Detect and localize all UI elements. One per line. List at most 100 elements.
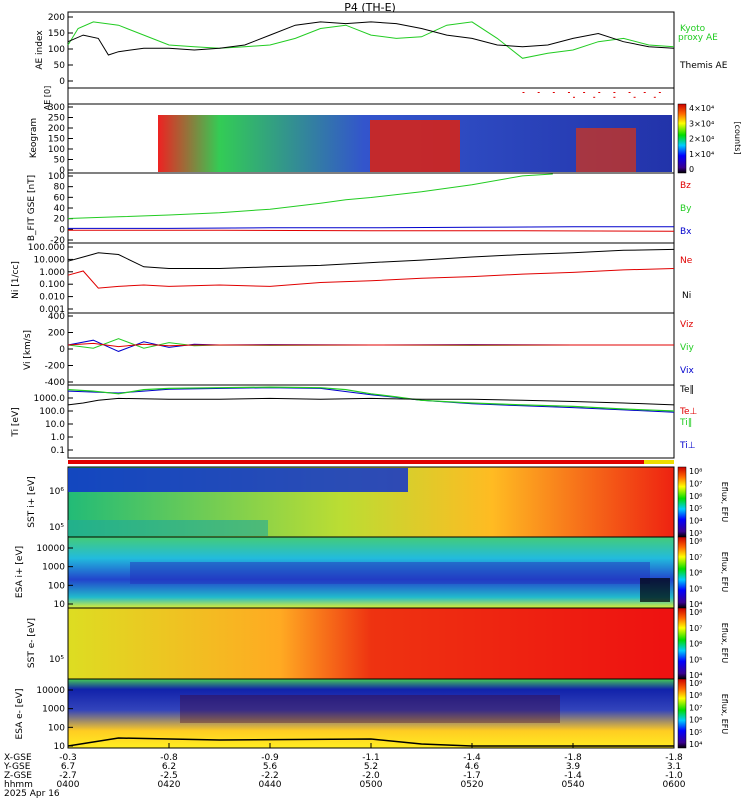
sst-ion-cbar-tick: 10⁷ — [689, 479, 702, 488]
keo-ytick-label: 250 — [48, 114, 65, 124]
n-ytick-label: 100.000 — [28, 243, 65, 253]
esa-ion-dark-band — [130, 562, 650, 584]
esa-elec-cbar-tick: 10⁴ — [689, 740, 702, 749]
esa-ion-panel: 10000 1000 100 10 ESA i+ [eV] 10⁸ 10⁷ 10⁶ 10⁵ 1… — [15, 536, 729, 610]
flag-dot — [583, 92, 586, 93]
flag-dot — [613, 96, 616, 98]
flag-dot — [653, 96, 656, 98]
ae-ytick-label: 100 — [48, 45, 65, 55]
orbit-value: -0.9 — [261, 753, 279, 763]
sst-ion-ytick-0: 10⁶ — [49, 487, 64, 497]
n-ytick-label: 0.010 — [39, 293, 65, 303]
legend-bz: Bz — [680, 181, 691, 191]
t-ytick-label: 10.0 — [45, 420, 65, 430]
orbit-value: 6.2 — [162, 762, 176, 772]
sst-ion-cbar-tick: 10³ — [689, 529, 702, 538]
sst-ion-cbar-tick: 10⁸ — [689, 467, 702, 476]
sst-elec-colorbar — [677, 607, 687, 680]
flag-dot — [598, 92, 601, 93]
esa-ion-ytick-label: 10 — [54, 600, 66, 610]
sst-ion-low-band — [68, 468, 408, 492]
orbit-value: -2.7 — [59, 771, 77, 781]
t-ytick-label: 0.1 — [51, 446, 65, 456]
orbit-value: -1.8 — [564, 753, 582, 763]
legend-kyoto: Kyoto — [680, 24, 706, 34]
keo-ylabel: Keogram — [29, 118, 39, 158]
esa-elec-colorbar — [677, 678, 687, 749]
esa-ion-cbar-tick: 10⁴ — [689, 600, 702, 609]
orbit-value: -1.8 — [665, 753, 683, 763]
b-ytick-label: 0 — [59, 225, 65, 235]
bz-line — [68, 229, 675, 232]
esa-ion-dark-patch — [640, 578, 670, 602]
legend-ti-par: Ti‖ — [679, 418, 692, 428]
b-ytick-label: 60 — [54, 193, 66, 203]
v-ylabel: Vi [km/s] — [23, 330, 33, 370]
sst-ion-cbar-tick: 10⁴ — [689, 517, 702, 526]
ae-ytick-label: 150 — [48, 29, 65, 39]
sst-elec-panel: 10⁵ SST e- [eV] 10⁸ 10⁷ 10⁶ 10⁵ 10⁴ Eflux, E… — [27, 607, 729, 680]
ae-ytick-label: 50 — [54, 61, 66, 71]
legend-by: By — [680, 204, 692, 214]
orbit-value: -0.3 — [59, 753, 77, 763]
row-label-z-gse: Z-GSE — [4, 771, 32, 781]
ae-ytick-label: 200 — [48, 13, 65, 23]
time-tick-label: 0600 — [663, 780, 686, 790]
temperature-panel: 1000.0 100.0 10.0 1.0 0.1 Ti [eV] Te‖ Te⊥ Ti… — [11, 384, 698, 459]
b-ytick-label: 40 — [54, 204, 66, 214]
esa-elec-cbar-tick: 10⁹ — [689, 679, 702, 688]
row-label-x-gse: X-GSE — [4, 753, 32, 763]
esa-elec-spacecraft-potential — [67, 737, 674, 747]
n-ytick-label: 0.100 — [39, 280, 65, 290]
esa-elec-ytick-label: 100 — [48, 723, 65, 733]
keo-cbar-tick: 4×10⁴ — [689, 104, 714, 113]
esa-elec-ytick-label: 1000 — [42, 705, 65, 715]
esa-elec-cbar-tick: 10⁵ — [689, 728, 702, 737]
velocity-panel: 400 200 0 -200 -400 Vi [km/s] Viz Viy Vix — [23, 312, 694, 388]
v-ytick-label: -400 — [45, 378, 66, 388]
orbit-value: -1.4 — [564, 771, 582, 781]
sst-elec-cbar-tick: 10⁶ — [689, 640, 702, 649]
orbit-value: -0.8 — [160, 753, 178, 763]
esa-ion-cbar-tick: 10⁸ — [689, 537, 702, 546]
keo-ytick-label: 200 — [48, 124, 65, 134]
sst-elec-cbar-tick: 10⁵ — [689, 655, 702, 664]
n-ytick-label: 0.001 — [39, 305, 65, 315]
ae-kyoto-line — [67, 21, 675, 59]
legend-themis-ae: Themis AE — [679, 61, 728, 71]
esa-ion-ytick-label: 1000 — [42, 563, 65, 573]
keo-ytick-label: 300 — [48, 103, 65, 113]
ni-line — [67, 268, 675, 289]
vix-line — [67, 339, 674, 352]
keo-ytick-label: 0 — [59, 166, 65, 176]
time-tick-label: 0440 — [259, 780, 282, 790]
flag-dot — [593, 96, 596, 98]
legend-ni: Ni — [682, 291, 691, 301]
esa-ion-colorbar-label: Eflux, EFU — [720, 552, 729, 593]
bx-line — [68, 226, 674, 229]
sst-elec-ylabel: SST e- [eV] — [27, 618, 37, 668]
orbit-row-labels: X-GSE Y-GSE Z-GSE hhmm 2025 Apr 16 — [3, 753, 60, 799]
esa-ion-colorbar — [677, 536, 687, 609]
ti-par-line — [67, 386, 675, 412]
sst-ion-ylabel: SST i+ [eV] — [27, 476, 37, 527]
esa-ion-cbar-tick: 10⁵ — [689, 584, 702, 593]
legend-bx: Bx — [680, 227, 692, 237]
legend-ne: Ne — [680, 256, 693, 266]
te-par-line — [67, 397, 675, 406]
v-ytick-label: -200 — [45, 362, 66, 372]
plot-title: P4 (TH-E) — [344, 1, 396, 14]
by-line — [67, 173, 553, 219]
ae-panel: 200 150 100 50 0 AE index Kyoto proxy AE The… — [35, 11, 728, 89]
sst-ion-colorbar — [677, 466, 687, 538]
legend-ti-perp: Ti⊥ — [679, 441, 696, 451]
orbit-value: 4.6 — [465, 762, 480, 772]
esa-elec-cbar-tick: 10⁸ — [689, 691, 702, 700]
n-ytick-label: 1.000 — [39, 268, 65, 278]
b-ylabel: B_FIT GSE [nT] — [27, 175, 37, 241]
esa-elec-ytick-label: 10 — [54, 742, 66, 752]
orbit-value: 3.9 — [566, 762, 581, 772]
t-ylabel: Ti [eV] — [11, 407, 21, 437]
time-tick-label: 0540 — [562, 780, 585, 790]
